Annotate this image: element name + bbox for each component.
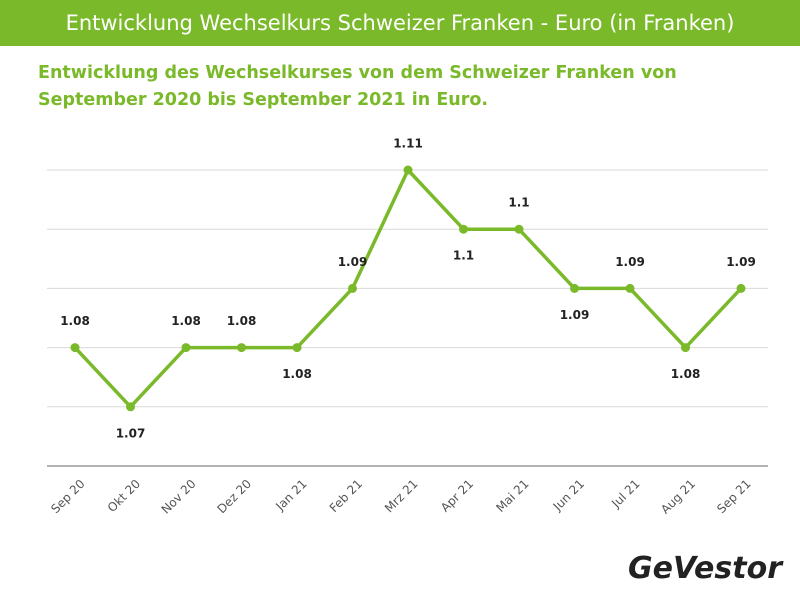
x-tick-label: Okt 20 xyxy=(105,477,143,515)
data-label: 1.1 xyxy=(453,249,474,263)
point xyxy=(126,402,135,412)
point xyxy=(736,283,746,293)
x-tick-label: Mai 21 xyxy=(493,477,531,515)
point xyxy=(514,224,524,234)
data-label: 1.1 xyxy=(508,196,529,210)
point xyxy=(570,283,579,293)
data-label: 1.11 xyxy=(393,137,423,151)
data-label: 1.08 xyxy=(671,367,701,381)
point xyxy=(70,343,80,353)
data-label: 1.08 xyxy=(60,314,90,328)
data-label: 1.07 xyxy=(116,426,146,440)
point xyxy=(681,343,690,353)
point xyxy=(181,343,191,353)
x-tick-label: Sep 21 xyxy=(714,477,753,516)
data-label: 1.08 xyxy=(282,367,312,381)
x-tick-label: Nov 20 xyxy=(159,477,199,517)
x-tick-label: Sep 20 xyxy=(48,477,87,516)
x-tick-label: Apr 21 xyxy=(438,477,476,515)
point xyxy=(292,343,302,353)
point xyxy=(459,224,468,234)
x-tick-label: Mrz 21 xyxy=(382,477,421,516)
header-title: Entwicklung Wechselkurs Schweizer Franke… xyxy=(0,0,800,46)
x-tick-label: Feb 21 xyxy=(327,477,365,515)
point xyxy=(348,283,357,293)
data-label: 1.09 xyxy=(615,255,645,269)
logo: GeVestor xyxy=(628,551,782,586)
point xyxy=(237,343,246,353)
x-tick-label: Jan 21 xyxy=(272,477,309,514)
chart-subtitle: Entwicklung des Wechselkurses von dem Sc… xyxy=(38,63,677,110)
point xyxy=(403,165,413,175)
data-label: 1.08 xyxy=(227,314,257,328)
x-tick-label: Jun 21 xyxy=(550,477,587,514)
point xyxy=(625,283,635,293)
x-tick-label: Aug 21 xyxy=(658,477,698,517)
x-tick-label: Jul 21 xyxy=(608,477,642,511)
data-label: 1.09 xyxy=(338,255,368,269)
data-label: 1.09 xyxy=(726,255,756,269)
x-tick-label: Dez 20 xyxy=(214,477,254,517)
data-label: 1.09 xyxy=(560,308,590,322)
data-label: 1.08 xyxy=(171,314,201,328)
